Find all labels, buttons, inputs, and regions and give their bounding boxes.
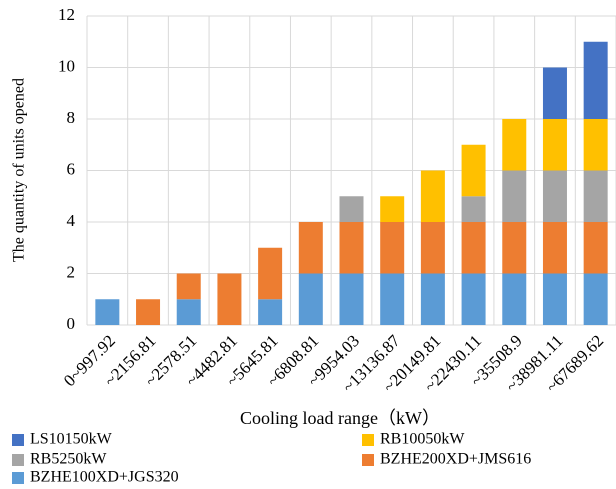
bar-segment [461, 144, 486, 197]
y-tick-label: 2 [67, 262, 76, 281]
bar-segment [502, 222, 527, 274]
y-tick-label: 8 [67, 108, 76, 127]
bar-segment [461, 196, 486, 222]
bar-segment [258, 299, 283, 325]
bar-segment [95, 299, 120, 325]
bar-segment [176, 273, 201, 300]
bar-segment [380, 273, 405, 325]
bar-segment [298, 222, 323, 274]
bar-segment [461, 222, 486, 274]
bar-segment [542, 222, 567, 274]
y-axis-label: The quantity of units opened [11, 78, 28, 262]
legend-swatch [362, 434, 374, 446]
bar-segment [339, 196, 364, 222]
legend-label: BZHE100XD+JGS320 [30, 469, 179, 486]
bar-segment [502, 273, 527, 325]
legend-label: LS10150kW [30, 431, 113, 448]
legend-swatch [12, 434, 24, 446]
bar-segment [339, 273, 364, 325]
bar-segment [217, 273, 242, 325]
y-tick-label: 10 [58, 56, 75, 75]
bar-segment [583, 41, 608, 119]
bar-segment [258, 247, 283, 300]
y-tick-label: 12 [58, 5, 75, 24]
y-tick-label: 0 [67, 314, 76, 333]
bar-segment [542, 67, 567, 119]
bar-segment [542, 119, 567, 171]
bar-segment [420, 170, 445, 222]
x-axis-label: Cooling load range（kW） [240, 408, 440, 428]
legend-label: BZHE200XD+JMS616 [380, 451, 531, 468]
legend-label: RB10050kW [380, 431, 465, 448]
legend-swatch [12, 454, 24, 466]
y-tick-label: 4 [67, 211, 76, 230]
bar-segment [380, 222, 405, 274]
legend-swatch [12, 472, 24, 484]
bar-segment [583, 119, 608, 171]
bar-segment [502, 170, 527, 222]
bar-segment [136, 299, 161, 325]
bar-segment [461, 273, 486, 325]
bar-segment [176, 299, 201, 325]
bar-segment [298, 273, 323, 325]
bar-segment [583, 222, 608, 274]
bar-segment [542, 170, 567, 222]
bar-segment [420, 273, 445, 325]
bar-segment [420, 222, 445, 274]
bar-segment [502, 119, 527, 171]
bar-segment [542, 273, 567, 325]
legend-label: RB5250kW [30, 451, 107, 468]
y-tick-label: 6 [67, 159, 76, 178]
bar-segment [583, 273, 608, 325]
bar-segment [583, 170, 608, 222]
legend-swatch [362, 454, 374, 466]
bar-segment [380, 196, 405, 222]
bar-segment [339, 222, 364, 274]
